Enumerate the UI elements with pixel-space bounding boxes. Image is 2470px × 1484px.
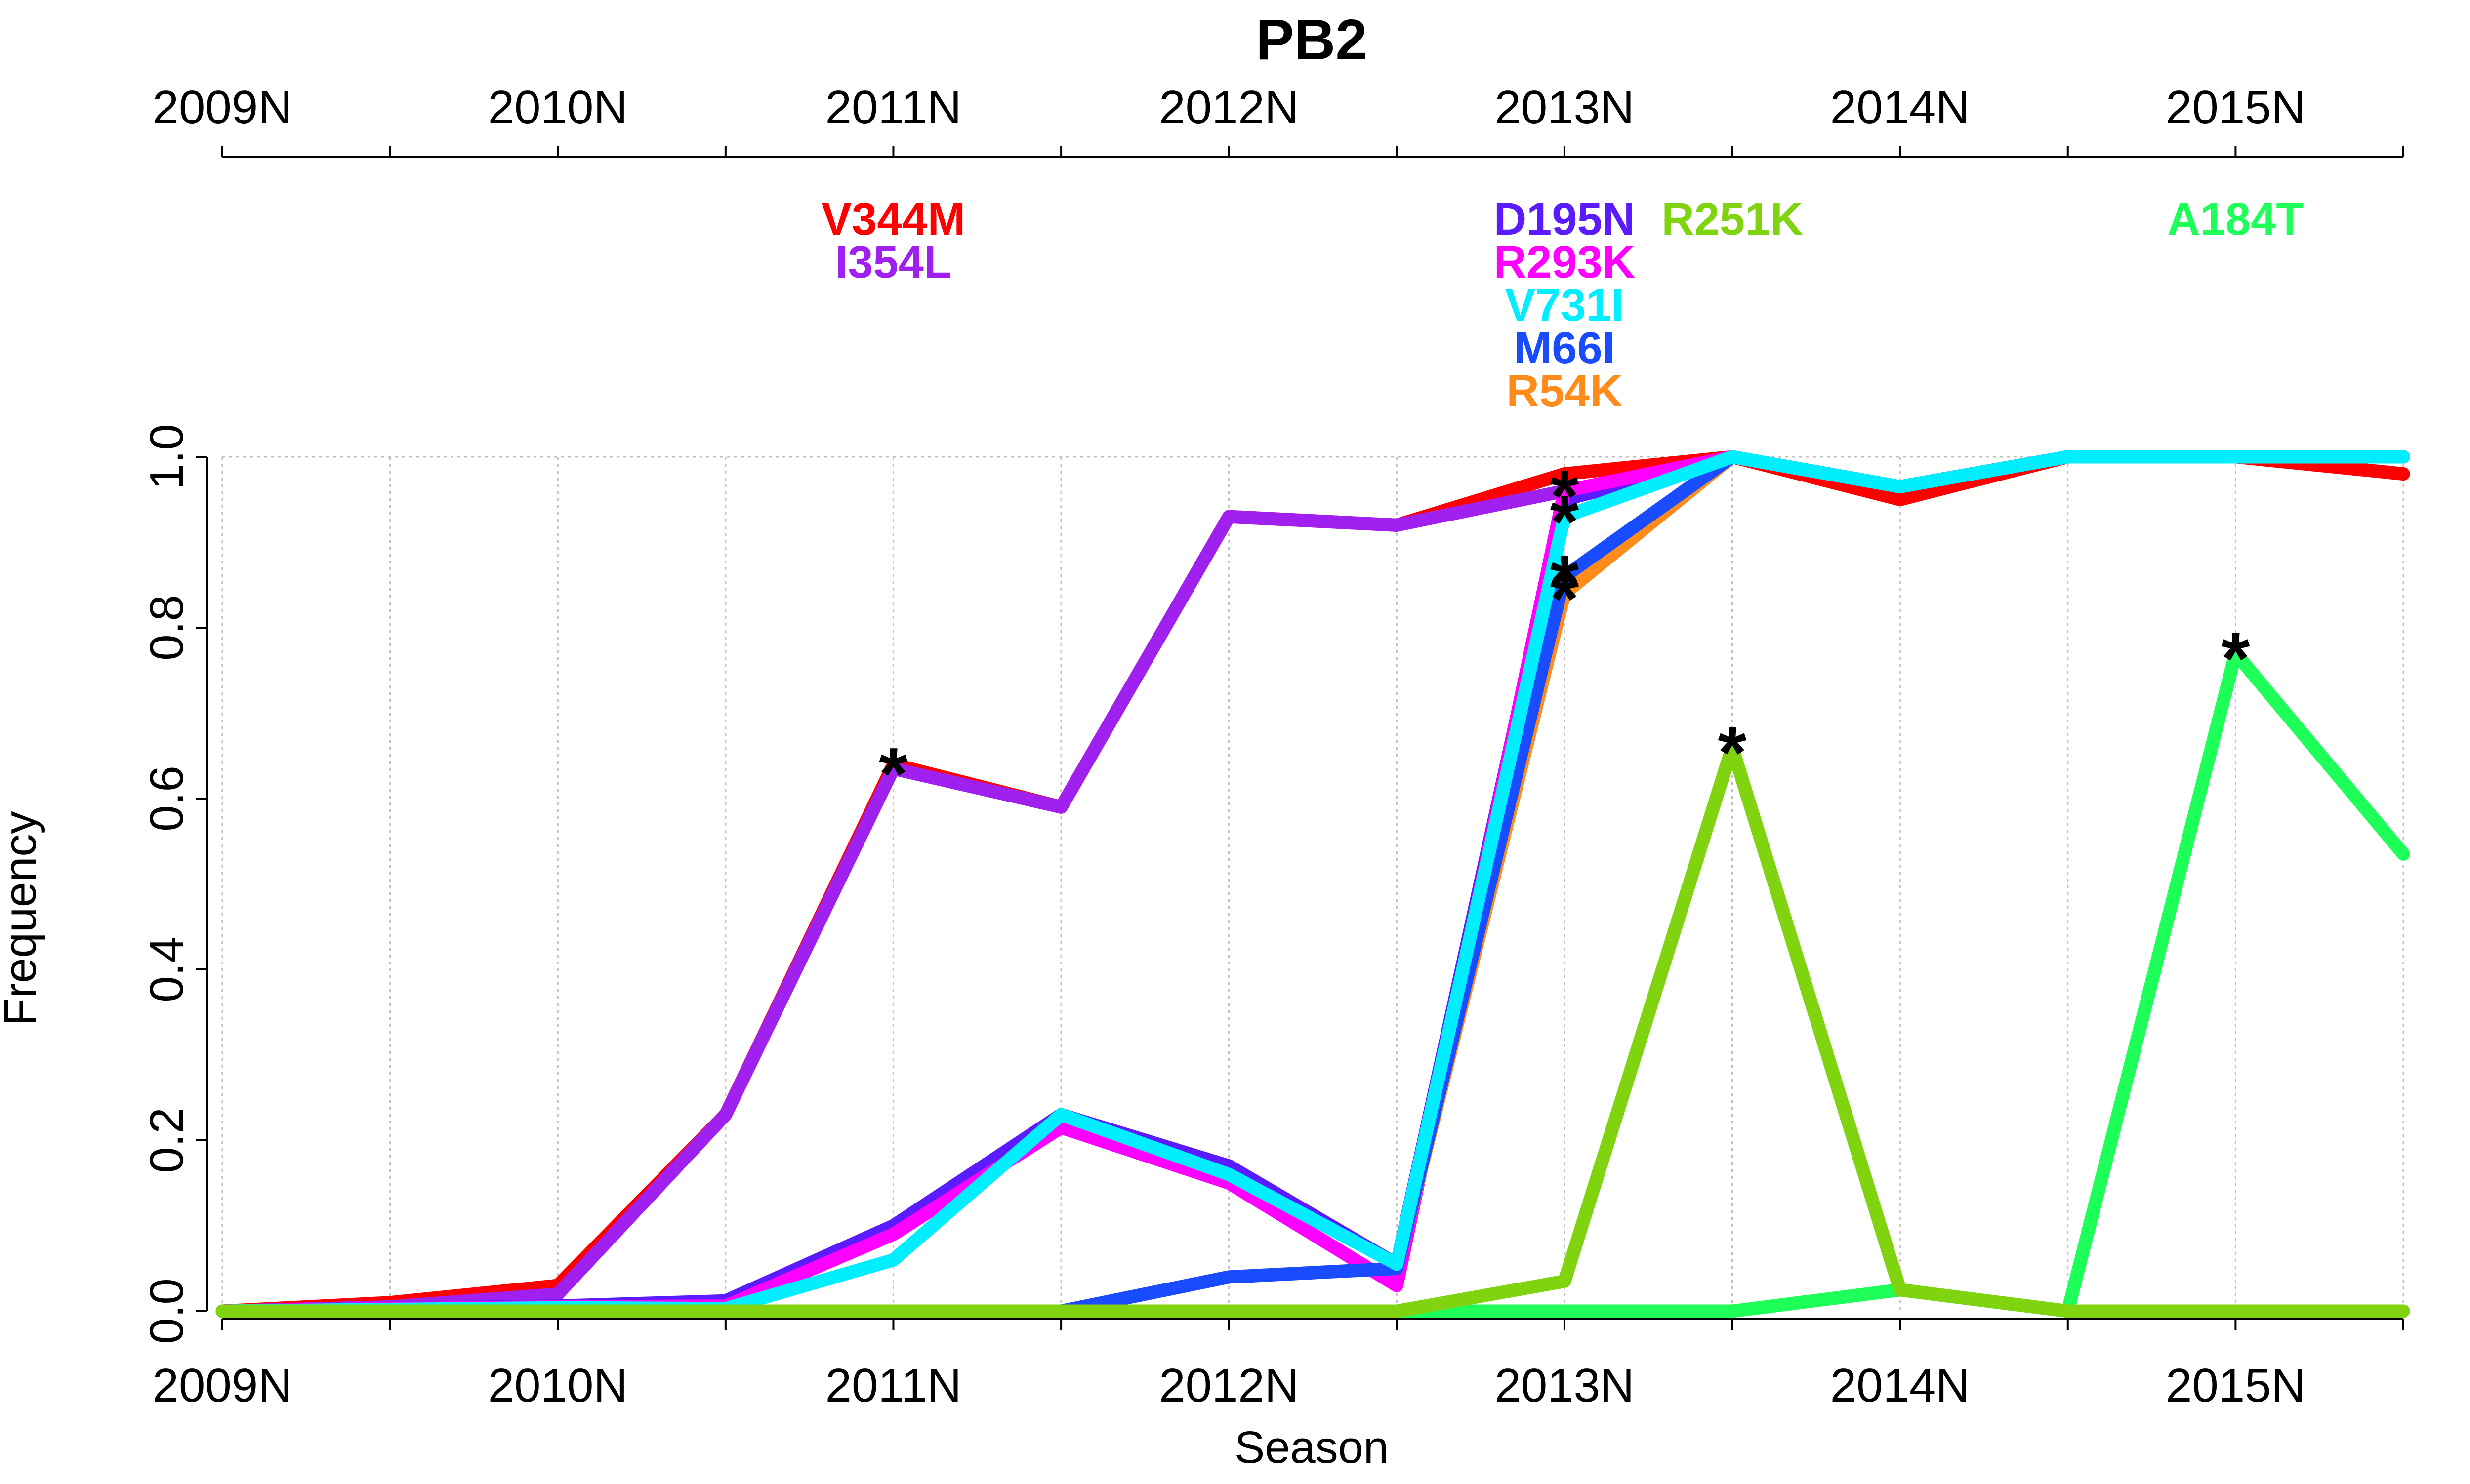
y-axis-tick-label: 0.4 (140, 936, 193, 1002)
y-axis-title: Frequency (0, 811, 45, 1026)
series-line-r251k (215, 740, 2410, 1318)
top-axis-tick-label: 2012N (1159, 81, 1299, 134)
bottom-axis-tick-label: 2012N (1159, 1359, 1299, 1412)
bottom-axis-tick-label: 2014N (1830, 1359, 1970, 1412)
x-axis-title: Season (1235, 1422, 1389, 1473)
significance-markers: ******* (879, 454, 2250, 815)
significance-marker: * (2221, 617, 2250, 700)
mutation-label-d195n: D195N (1494, 194, 1635, 244)
top-axis-tick-label: 2010N (488, 81, 628, 134)
series-lines (215, 450, 2410, 1318)
top-axis-tick-label: 2013N (1494, 81, 1634, 134)
top-axis-tick-label: 2009N (153, 81, 292, 134)
significance-marker: * (1550, 540, 1579, 623)
significance-marker: * (1718, 711, 1747, 794)
mutation-label-r251k: R251K (1661, 194, 1803, 244)
y-axis-tick-label: 0.0 (140, 1278, 193, 1344)
bottom-axis-tick-label: 2011N (825, 1359, 962, 1412)
mutation-label-m66i: M66I (1514, 323, 1615, 373)
axes: 2009N 2009N 2010N 2010N 2011N 2011N 2012N 2012N… (140, 81, 2404, 1412)
mutation-label-v731i: V731I (1505, 280, 1624, 330)
y-axis-tick-label: 0.6 (140, 765, 193, 831)
y-axis-tick-label: 0.2 (140, 1107, 193, 1173)
bottom-axis-tick-label: 2010N (488, 1359, 628, 1412)
mutation-label-i354l: I354L (835, 237, 951, 287)
mutation-label-r293k: R293K (1494, 237, 1635, 287)
bottom-axis-tick-label: 2009N (153, 1359, 292, 1412)
y-axis-tick-label: 0.8 (140, 595, 193, 660)
y-axis-tick-label: 1.0 (140, 424, 193, 489)
top-axis-tick-label: 2015N (2166, 81, 2305, 134)
mutation-label-v344m: V344M (822, 194, 966, 244)
significance-marker: * (879, 732, 908, 815)
bottom-axis-tick-label: 2013N (1494, 1359, 1634, 1412)
significance-marker: * (1550, 557, 1579, 640)
mutation-label-a184t: A184T (2167, 194, 2304, 244)
significance-marker: * (1550, 454, 1579, 537)
top-axis-tick-label: 2011N (825, 81, 962, 134)
mutation-label-r54k: R54K (1506, 366, 1622, 416)
chart-title: PB2 (1256, 7, 1367, 72)
significance-marker: * (1550, 480, 1579, 563)
top-axis-tick-label: 2014N (1830, 81, 1970, 134)
bottom-axis-tick-label: 2015N (2166, 1359, 2305, 1412)
